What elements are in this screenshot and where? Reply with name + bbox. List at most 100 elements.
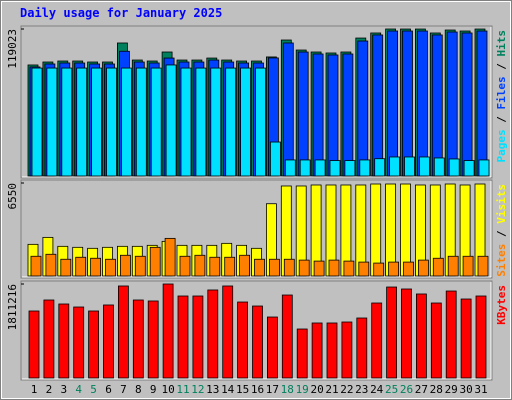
bar — [403, 261, 414, 277]
x-tick-label: 10 — [161, 383, 174, 396]
y-tick-label: 119023 — [6, 29, 19, 69]
bar — [370, 183, 382, 277]
bar — [225, 67, 237, 177]
bar — [416, 30, 428, 177]
bar — [283, 258, 295, 277]
bar — [371, 302, 383, 379]
bar — [401, 288, 412, 379]
bar — [402, 30, 413, 177]
bar — [150, 67, 162, 177]
bar — [134, 255, 146, 277]
legend-entry: Visits — [495, 184, 508, 224]
x-tick-label: 3 — [60, 383, 67, 396]
x-tick-label: 29 — [445, 383, 458, 396]
bar — [284, 159, 296, 177]
x-tick-label: 31 — [474, 383, 487, 396]
bar — [418, 156, 430, 177]
bar — [180, 67, 192, 177]
x-tick-label: 1 — [31, 383, 38, 396]
x-tick-label: 14 — [221, 383, 235, 396]
legend: Pages / Files / Hits — [495, 30, 508, 163]
bar — [296, 328, 308, 379]
bar — [58, 303, 70, 379]
x-tick-label: 18 — [281, 383, 294, 396]
legend: Sites / Visits — [495, 184, 508, 277]
bar — [254, 258, 265, 277]
bar — [179, 255, 191, 277]
bar — [46, 67, 58, 177]
x-tick-label: 17 — [266, 383, 279, 396]
bar — [105, 258, 116, 277]
bar — [281, 294, 293, 379]
bar — [164, 237, 176, 277]
x-tick-label: 13 — [206, 383, 219, 396]
bar — [447, 255, 459, 277]
bar — [269, 141, 281, 177]
bar — [106, 67, 117, 177]
bar — [389, 156, 401, 177]
bar — [239, 254, 251, 277]
bar — [476, 30, 488, 177]
bar — [313, 260, 325, 277]
bar — [415, 293, 427, 379]
bar — [432, 257, 444, 277]
bar — [120, 254, 131, 277]
legend-entry: Hits — [495, 30, 508, 57]
bar — [266, 316, 278, 379]
bar — [344, 160, 356, 177]
bar — [314, 159, 326, 177]
legend-entry: KBytes — [495, 285, 508, 325]
legend-separator: / — [495, 57, 508, 77]
x-tick-label: 23 — [355, 383, 368, 396]
legend-separator: / — [495, 224, 508, 244]
bar — [282, 42, 294, 177]
bar — [343, 260, 355, 277]
bar — [342, 53, 354, 177]
x-tick-label: 21 — [325, 383, 338, 396]
bar — [387, 30, 399, 177]
bar — [30, 255, 42, 277]
x-tick-label: 30 — [459, 383, 472, 396]
x-tick-label: 6 — [105, 383, 112, 396]
bar — [462, 255, 474, 277]
x-tick-label: 9 — [150, 383, 157, 396]
bar — [132, 299, 144, 379]
bar — [312, 53, 324, 177]
bar — [224, 256, 236, 277]
bar — [237, 301, 249, 379]
bar — [386, 286, 398, 379]
x-tick-label: 11 — [176, 383, 189, 396]
bar — [222, 285, 234, 379]
y-tick-label: 1811216 — [6, 284, 19, 330]
x-tick-label: 19 — [296, 383, 309, 396]
bar — [177, 295, 189, 379]
x-tick-label: 7 — [120, 383, 127, 396]
legend-entry: Sites — [495, 244, 508, 277]
bar — [268, 258, 280, 277]
legend-separator: / — [495, 110, 508, 130]
bar — [192, 295, 204, 379]
chart-title: Daily usage for January 2025 — [20, 6, 222, 20]
bar — [448, 158, 460, 177]
bar — [61, 67, 73, 177]
bar — [311, 322, 323, 379]
bar — [28, 310, 40, 379]
bar — [31, 67, 43, 177]
bar — [445, 290, 457, 379]
bar — [162, 283, 174, 379]
bar — [121, 67, 132, 177]
bar — [297, 51, 309, 177]
bar — [358, 261, 370, 277]
bar — [374, 158, 386, 177]
bar — [298, 259, 310, 277]
legend: KBytes — [495, 285, 508, 325]
x-tick-label: 5 — [90, 383, 97, 396]
x-tick-label: 27 — [415, 383, 428, 396]
bar — [194, 254, 206, 277]
bar — [461, 32, 473, 177]
bar — [327, 54, 339, 177]
bar — [299, 159, 311, 177]
bar — [88, 310, 99, 379]
x-tick-label: 4 — [75, 383, 82, 396]
